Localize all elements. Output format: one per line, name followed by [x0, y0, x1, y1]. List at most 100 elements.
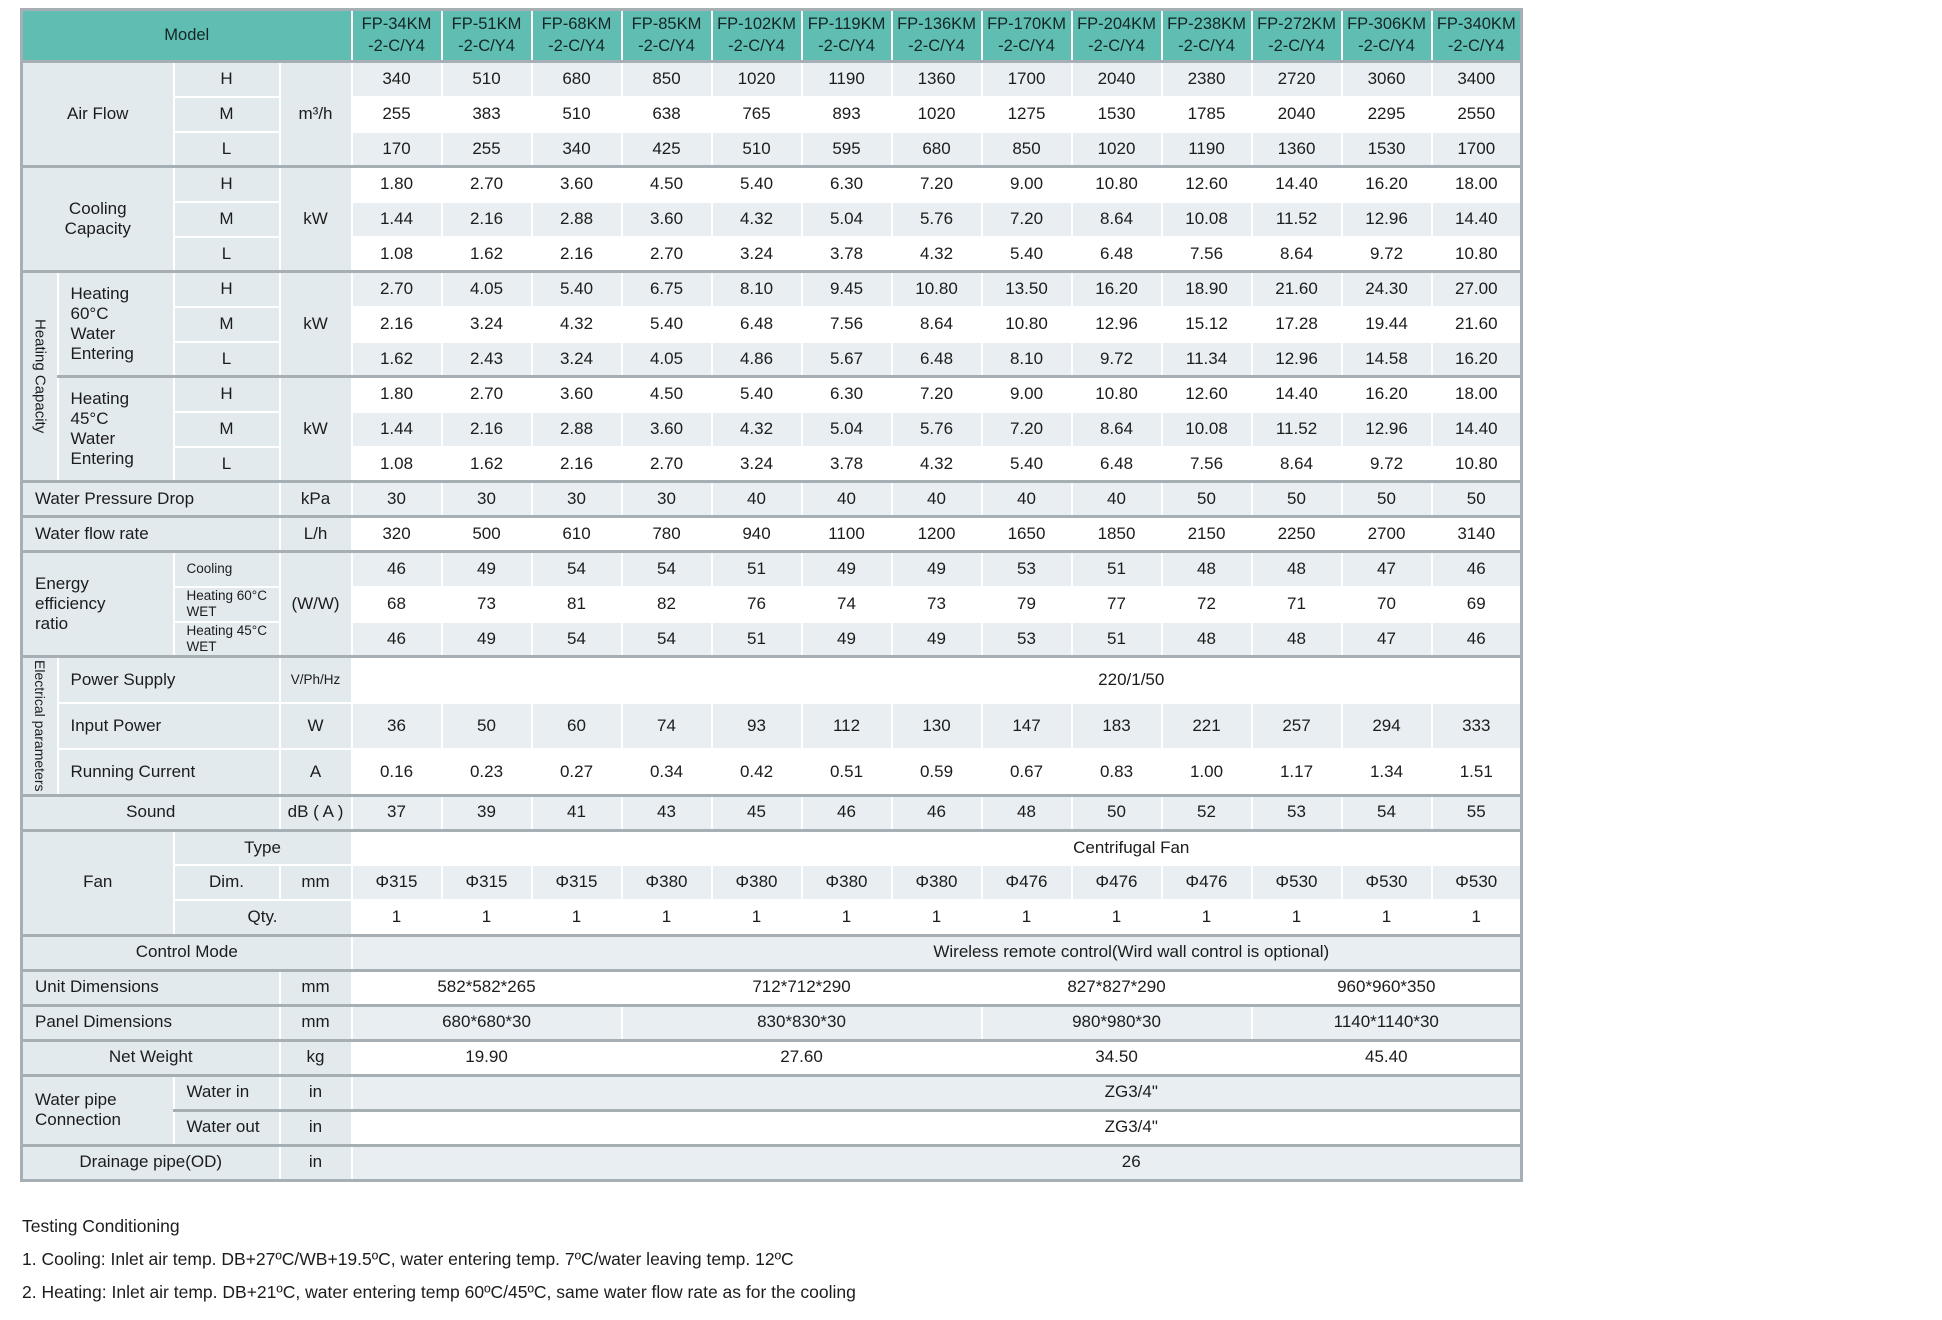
cooling-l-value-8: 5.40 — [980, 235, 1073, 273]
cooling-m-value-4: 3.60 — [620, 200, 713, 238]
water-flow-rate-value-7: 1200 — [890, 515, 983, 553]
cooling-l-value-12: 9.72 — [1340, 235, 1433, 273]
row-sound: Sound dB ( A ) 37 39 41 43 45 46 46 48 50 52 53 54 55 — [20, 793, 1523, 831]
air-flow-h-label-2: m³/h — [278, 60, 353, 168]
heating60-m-value-6: 7.56 — [800, 305, 893, 343]
cooling-m-value-8: 7.20 — [980, 200, 1073, 238]
sound-value-2: 39 — [440, 793, 533, 831]
heating45-m-value-11: 11.52 — [1250, 410, 1343, 448]
eer-heating45-value-10: 48 — [1160, 620, 1253, 658]
eer-heating60-value-13: 69 — [1430, 585, 1523, 623]
heating60-m-value-11: 17.28 — [1250, 305, 1343, 343]
heating45-m-value-4: 3.60 — [620, 410, 713, 448]
air-flow-m-value-2: 383 — [440, 95, 533, 133]
cooling-h-value-10: 12.60 — [1160, 165, 1253, 203]
eer-heating60-value-9: 77 — [1070, 585, 1163, 623]
model-column-3: FP-68KM -2-C/Y4 — [530, 8, 623, 63]
heating60-h-value-2: 4.05 — [440, 270, 533, 308]
heating45-h-value-11: 14.40 — [1250, 375, 1343, 413]
fan-qty-value-11: 1 — [1250, 899, 1343, 936]
unit-dimensions-group-3: 827*827*290 — [980, 968, 1253, 1006]
fan-dim-value-12: Φ530 — [1340, 864, 1433, 901]
eer-heating45-value-9: 51 — [1070, 620, 1163, 658]
fan-qty-value-7: 1 — [890, 899, 983, 936]
row-running-current: Running Current A 0.16 0.23 0.27 0.34 0.42 0.51… — [22, 747, 1523, 797]
input-power-value-8: 147 — [980, 701, 1073, 750]
running-current-value-5: 0.42 — [710, 747, 803, 797]
air-flow-l-value-1: 170 — [350, 130, 443, 168]
fan-qty-value-6: 1 — [800, 899, 893, 936]
running-current-value-13: 1.51 — [1430, 747, 1523, 797]
input-power-value-7: 130 — [890, 701, 983, 750]
heating45-m-value-6: 5.04 — [800, 410, 893, 448]
heating45-h-value-6: 6.30 — [800, 375, 893, 413]
sound-value-12: 54 — [1340, 793, 1433, 831]
air-flow-h-label: Air Flow — [20, 60, 175, 168]
cooling-m-value-1: 1.44 — [350, 200, 443, 238]
cooling-h-label-1: H — [172, 165, 281, 203]
heating45-m-value-5: 4.32 — [710, 410, 803, 448]
eer-heating60-value-4: 82 — [620, 585, 713, 623]
air-flow-h-value-13: 3400 — [1430, 60, 1523, 98]
heating60-m-value-2: 3.24 — [440, 305, 533, 343]
air-flow-l-label: L — [172, 130, 281, 168]
power-supply-label-2: V/Ph/Hz — [278, 654, 353, 704]
air-flow-l-value-13: 1700 — [1430, 130, 1523, 168]
row-heating45-m: M 1.44 2.16 2.88 3.60 4.32 5.04 5.76 7.20 8.64 10.… — [22, 410, 1523, 448]
heating60-m-value-3: 4.32 — [530, 305, 623, 343]
water-in-label-1: Water in — [172, 1073, 281, 1111]
cooling-h-value-9: 10.80 — [1070, 165, 1163, 203]
fan-dim-value-5: Φ380 — [710, 864, 803, 901]
heating60-l-value-1: 1.62 — [350, 340, 443, 378]
fan-dim-label-1: mm — [278, 864, 353, 901]
model-column-13: FP-340KM -2-C/Y4 — [1430, 8, 1523, 63]
air-flow-h-value-12: 3060 — [1340, 60, 1433, 98]
eer-heating45-value-4: 54 — [620, 620, 713, 658]
row-air-flow-l: L 170 255 340 425 510 595 680 850 1020 1190 1360 153… — [22, 130, 1523, 168]
input-power-value-9: 183 — [1070, 701, 1163, 750]
heating60-m-value-9: 12.96 — [1070, 305, 1163, 343]
eer-heating45-value-11: 48 — [1250, 620, 1343, 658]
sound-value-11: 53 — [1250, 793, 1343, 831]
running-current-label-1: A — [278, 747, 353, 797]
cooling-l-value-11: 8.64 — [1250, 235, 1343, 273]
row-water-out: Water out in ZG3/4" — [22, 1108, 1523, 1146]
eer-cooling-label-1: Cooling — [172, 550, 281, 588]
fan-dim-label: Dim. — [172, 864, 281, 901]
air-flow-m-value-6: 893 — [800, 95, 893, 133]
row-control-mode: Control Mode Wireless remote control(Wird… — [20, 933, 1523, 971]
eer-cooling-label-2: (W/W) — [278, 550, 353, 658]
water-flow-rate-value-6: 1100 — [800, 515, 893, 553]
heating45-h-label-2: kW — [278, 375, 353, 483]
input-power-value-12: 294 — [1340, 701, 1433, 750]
water-pressure-drop-value-5: 40 — [710, 480, 803, 518]
eer-cooling-value-3: 54 — [530, 550, 623, 588]
water-flow-rate-value-1: 320 — [350, 515, 443, 553]
sound-value-13: 55 — [1430, 793, 1523, 831]
input-power-value-3: 60 — [530, 701, 623, 750]
water-pressure-drop-value-11: 50 — [1250, 480, 1343, 518]
heating45-h-value-13: 18.00 — [1430, 375, 1523, 413]
drainage-pipe-label-1: in — [278, 1143, 353, 1181]
input-power-value-2: 50 — [440, 701, 533, 750]
sound-value-10: 52 — [1160, 793, 1253, 831]
air-flow-h-value-7: 1360 — [890, 60, 983, 98]
spec-table: Model FP-34KM -2-C/Y4 FP-51KM -2-C/Y4 FP-6… — [20, 8, 1524, 1182]
cooling-l-value-4: 2.70 — [620, 235, 713, 273]
cooling-m-value-9: 8.64 — [1070, 200, 1163, 238]
air-flow-h-value-1: 340 — [350, 60, 443, 98]
net-weight-group-1: 19.90 — [350, 1038, 623, 1076]
power-supply-value: 220/1/50 — [350, 654, 1523, 704]
heating60-m-value-7: 8.64 — [890, 305, 983, 343]
water-pressure-drop-value-13: 50 — [1430, 480, 1523, 518]
fan-dim-value-8: Φ476 — [980, 864, 1073, 901]
heating60-h-value-3: 5.40 — [530, 270, 623, 308]
heating45-l-value-9: 6.48 — [1070, 445, 1163, 483]
power-supply-label: Electrical parameters — [20, 655, 59, 796]
panel-dimensions-group-4: 1140*1140*30 — [1250, 1003, 1523, 1041]
eer-heating60-label: Heating 60°C WET — [172, 585, 281, 623]
heating60-l-value-8: 8.10 — [980, 340, 1073, 378]
heating45-l-value-1: 1.08 — [350, 445, 443, 483]
sound-value-1: 37 — [350, 793, 443, 831]
